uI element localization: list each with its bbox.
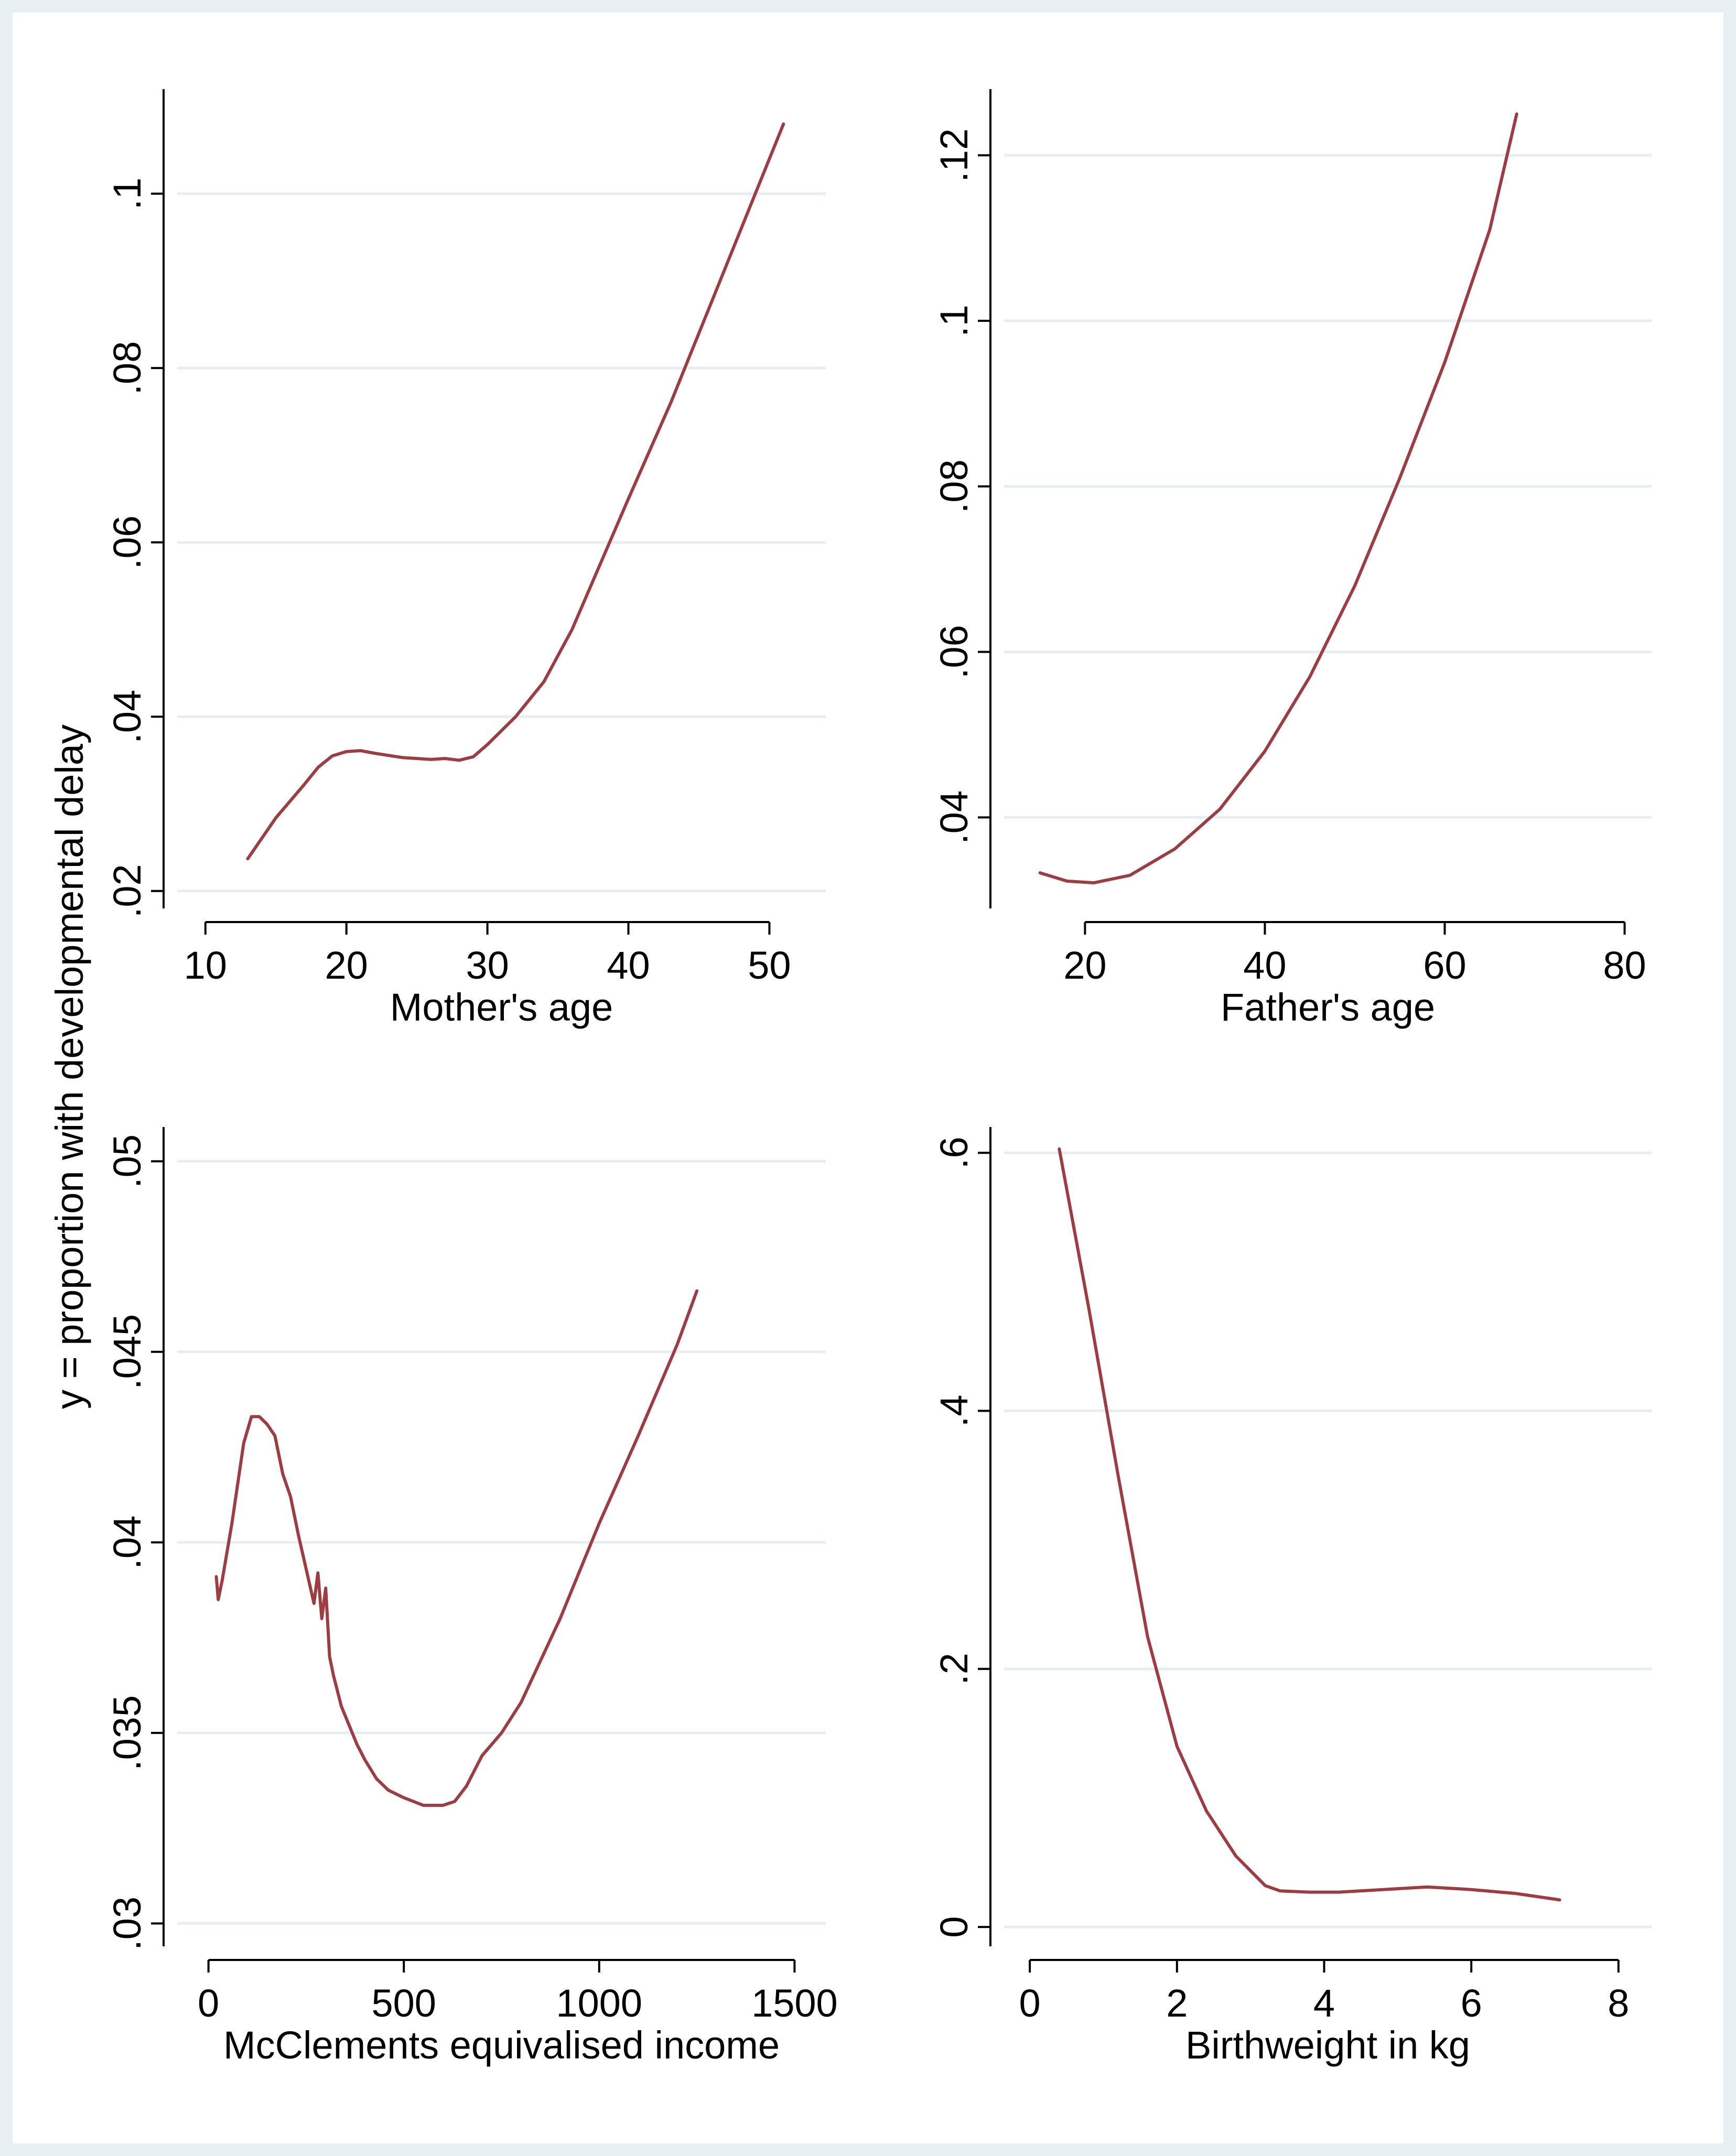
y-tick-label-bottom-right-1: .2 — [932, 1653, 976, 1685]
y-tick-label-top-right-0: .04 — [932, 790, 976, 844]
x-axis-title-top-right: Father's age — [1221, 985, 1435, 1029]
gridlines-top-right — [1004, 154, 1652, 819]
y-tick-label-bottom-left-0: .03 — [105, 1897, 149, 1951]
gridlines-bottom-right — [1004, 1151, 1652, 1929]
x-axis-title-top-left: Mother's age — [390, 985, 613, 1029]
x-tick-label-top-right-0: 20 — [1063, 944, 1106, 987]
plot-area-top-left — [177, 89, 826, 908]
y-tick-label-bottom-left-4: .05 — [105, 1134, 149, 1188]
x-tick-label-top-right-3: 80 — [1603, 944, 1646, 987]
x-tick-label-top-left-4: 50 — [748, 944, 791, 987]
y-tick-label-top-right-2: .08 — [932, 459, 976, 513]
x-tick-label-bottom-left-0: 0 — [198, 1981, 219, 2025]
y-tick-label-top-left-1: .04 — [105, 690, 149, 744]
y-tick-label-bottom-right-3: .6 — [932, 1136, 976, 1169]
x-axis-title-bottom-right: Birthweight in kg — [1185, 2023, 1470, 2067]
x-tick-label-bottom-right-2: 4 — [1313, 1981, 1335, 2025]
plot-area-bottom-right — [1004, 1127, 1652, 1946]
y-tick-label-top-right-1: .06 — [932, 625, 976, 679]
plot-area-top-right — [1004, 89, 1652, 908]
y-tick-label-top-left-2: .06 — [105, 515, 149, 569]
chart-top-right: .04 .06 .08 .1 .12 20 40 60 80 Father's age — [932, 89, 1652, 1029]
x-tick-label-bottom-left-2: 1000 — [556, 1981, 642, 2025]
x-tick-label-top-left-0: 10 — [184, 944, 227, 987]
y-tick-label-bottom-right-0: 0 — [932, 1916, 976, 1938]
gridlines-top-left — [177, 192, 826, 893]
chart-bottom-right: 0 .2 .4 .6 0 2 4 6 8 Birthweight in kg — [932, 1127, 1652, 2067]
x-tick-label-top-right-1: 40 — [1243, 944, 1286, 987]
y-tick-label-top-right-3: .1 — [932, 305, 976, 337]
x-tick-label-bottom-right-3: 6 — [1461, 1981, 1482, 2025]
x-axis-title-bottom-left: McClements equivalised income — [223, 2023, 780, 2067]
x-tick-label-top-right-2: 60 — [1423, 944, 1466, 987]
gridlines-bottom-left — [177, 1160, 826, 1925]
y-tick-label-top-left-0: .02 — [105, 864, 149, 918]
x-tick-label-top-left-1: 20 — [325, 944, 368, 987]
y-tick-label-bottom-left-1: .035 — [105, 1695, 149, 1771]
plot-area-bottom-left — [177, 1127, 826, 1946]
series-line-bottom-left-0 — [214, 1289, 699, 1807]
x-tick-label-top-left-2: 30 — [466, 944, 509, 987]
x-tick-label-bottom-right-0: 0 — [1019, 1981, 1041, 2025]
x-tick-label-bottom-right-1: 2 — [1166, 1981, 1188, 2025]
x-tick-label-top-left-3: 40 — [607, 944, 650, 987]
x-tick-label-bottom-right-4: 8 — [1608, 1981, 1629, 2025]
x-tick-label-bottom-left-3: 1500 — [751, 1981, 838, 2025]
series-line-top-right-0 — [1038, 112, 1518, 885]
y-tick-label-bottom-left-3: .045 — [105, 1314, 149, 1390]
y-tick-label-top-left-4: .1 — [105, 178, 149, 210]
chart-top-left: .02 .04 .06 .08 .1 10 20 30 40 50 Mother's age — [105, 89, 826, 1029]
y-tick-label-top-right-4: .12 — [932, 128, 976, 182]
y-tick-label-bottom-left-2: .04 — [105, 1515, 149, 1569]
series-line-top-left-0 — [246, 122, 785, 861]
y-tick-label-top-left-3: .08 — [105, 341, 149, 395]
series-line-bottom-right-0 — [1058, 1147, 1561, 1902]
y-tick-label-bottom-right-2: .4 — [932, 1395, 976, 1427]
chart-bottom-left: .03 .035 .04 .045 .05 0 500 1000 1500McClements … — [105, 1127, 838, 2067]
shared-y-axis-title: y = proportion with developmental delay — [48, 724, 91, 1409]
x-tick-label-bottom-left-1: 500 — [371, 1981, 436, 2025]
